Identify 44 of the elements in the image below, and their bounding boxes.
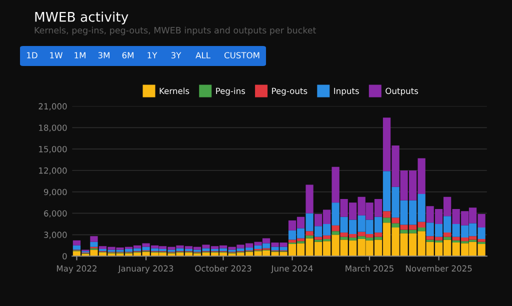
x-tick-label: May 2022 (56, 265, 96, 274)
text: 1M (74, 52, 86, 58)
bar (306, 231, 314, 236)
bar (306, 235, 314, 238)
text: 1W (50, 52, 62, 58)
bar (332, 225, 340, 232)
y-tick-label: 12,000 (39, 167, 67, 175)
text: 1Y (148, 52, 158, 58)
chart-title: MWEB activity (35, 12, 128, 24)
text: 6M (122, 52, 134, 58)
bar (306, 184, 314, 214)
legend-label: Peg-ins (216, 88, 246, 96)
bar (392, 223, 400, 228)
bar (90, 242, 98, 247)
chart-subtitle: Kernels, peg-ins, peg-outs, MWEB inputs and outputs per bucket (34, 26, 316, 36)
bar (382, 211, 391, 218)
y-tick-label: 15,000 (39, 146, 67, 154)
legend-label: Kernels (160, 88, 190, 94)
text: 3M (98, 52, 110, 58)
text: 3Y (171, 52, 182, 58)
y-tick-label: 21,000 (38, 103, 67, 110)
text: 1D (27, 52, 38, 58)
x-tick-label: November 2025 (406, 265, 472, 272)
x-tick-label: June 2024 (270, 265, 313, 274)
bar (392, 218, 400, 224)
text: CUSTOM (224, 52, 260, 58)
bar (443, 232, 452, 237)
legend-label: Outputs (386, 88, 418, 96)
y-tick-label: 0 (62, 253, 67, 260)
bar (382, 218, 391, 223)
bar (90, 236, 98, 242)
legend-label: Peg-outs (272, 88, 308, 96)
bar (332, 231, 340, 235)
bar (72, 240, 81, 246)
x-tick-label: October 2023 (195, 265, 252, 272)
legend-label: Inputs (334, 88, 359, 96)
text: ALL (196, 52, 210, 58)
x-tick-label: March 2025 (346, 265, 394, 272)
y-tick-label: 3,000 (44, 232, 67, 239)
y-tick-label: 6,000 (44, 210, 67, 218)
x-tick-label: January 2023 (118, 265, 174, 274)
y-tick-label: 18,000 (39, 124, 67, 132)
y-tick-label: 9,000 (44, 188, 67, 196)
bar (72, 245, 81, 250)
